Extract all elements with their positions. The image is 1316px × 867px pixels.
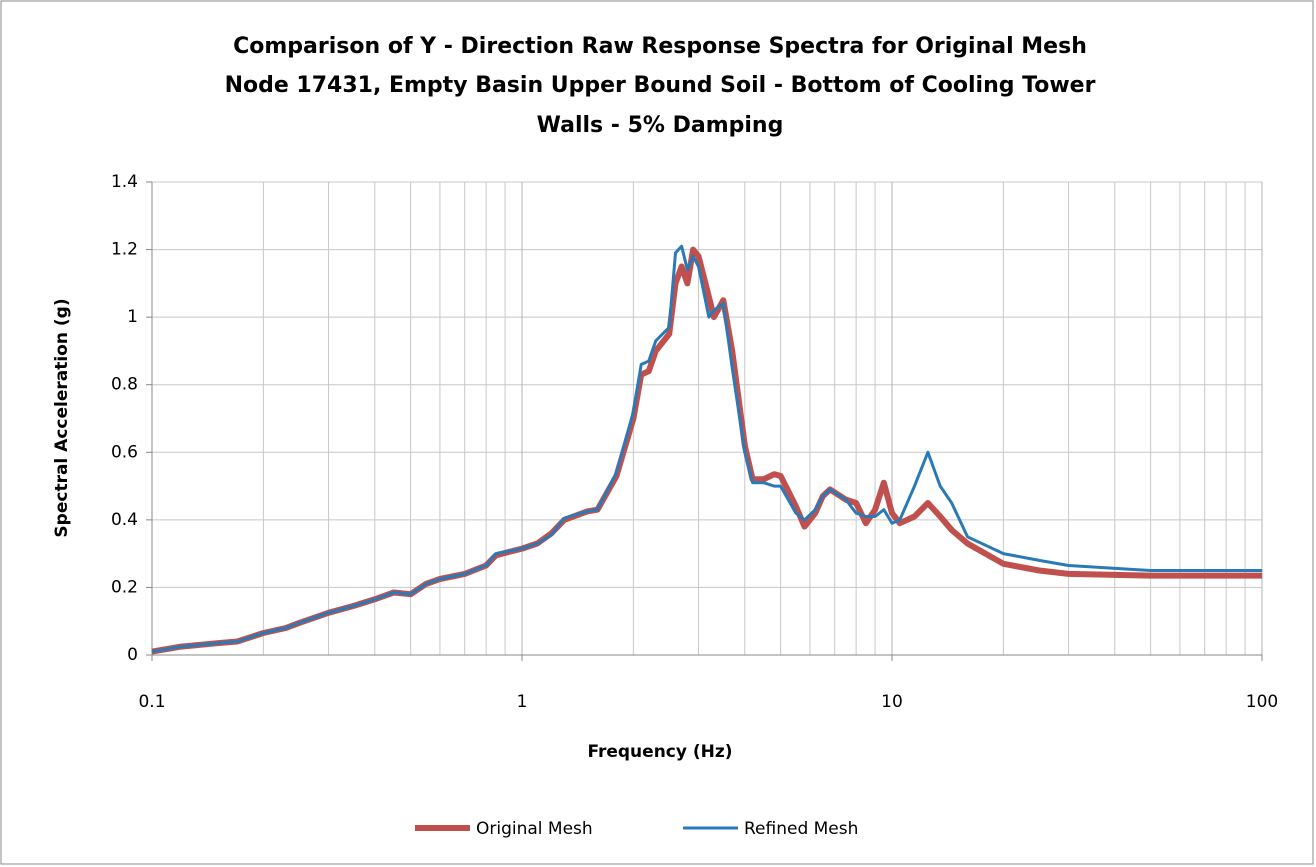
- x-tick-label: 10: [881, 692, 903, 712]
- y-tick-label: 0.4: [111, 510, 138, 530]
- y-tick-label: 0.6: [111, 442, 138, 462]
- chart-title: Node 17431, Empty Basin Upper Bound Soil…: [225, 73, 1096, 98]
- y-axis-label: Spectral Acceleration (g): [52, 298, 72, 537]
- chart-title: Walls - 5% Damping: [537, 113, 784, 138]
- legend-label: Original Mesh: [476, 819, 593, 839]
- y-tick-label: 0.8: [111, 375, 138, 395]
- y-tick-label: 1: [127, 307, 138, 327]
- x-tick-label: 0.1: [138, 692, 165, 712]
- x-tick-label: 1: [517, 692, 528, 712]
- series-line: [151, 244, 1262, 654]
- x-axis-label: Frequency (Hz): [587, 742, 732, 762]
- y-tick-label: 1.4: [111, 172, 138, 192]
- chart-title: Comparison of Y - Direction Raw Response…: [233, 34, 1087, 59]
- legend-label: Refined Mesh: [744, 819, 858, 839]
- y-tick-label: 1.2: [111, 240, 138, 260]
- y-tick-label: 0.2: [111, 577, 138, 597]
- y-tick-label: 0: [127, 645, 138, 665]
- x-tick-label: 100: [1246, 692, 1278, 712]
